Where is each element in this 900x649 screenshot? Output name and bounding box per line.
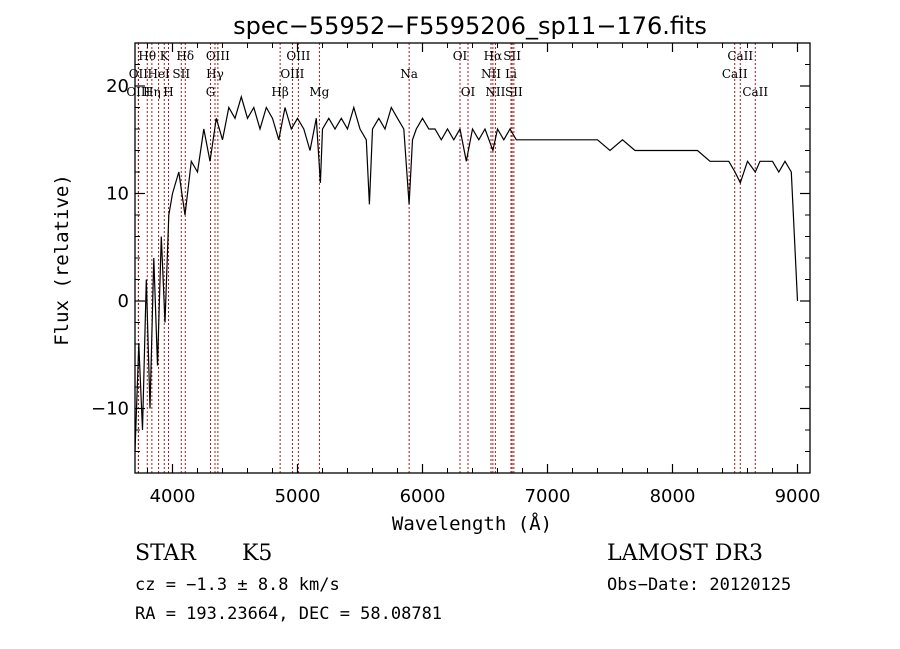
emission-line-label: Mg: [309, 85, 329, 99]
x-tick-label: 6000: [400, 486, 446, 507]
emission-line-label: NII: [485, 85, 505, 99]
emission-line-label: H: [163, 85, 173, 99]
emission-line-label: OI: [461, 85, 476, 99]
x-tick-label: 7000: [525, 486, 571, 507]
chart-title: spec−55952−F5595206_sp11−176.fits: [233, 12, 707, 40]
emission-line-label: NII: [481, 67, 501, 81]
y-tick-label: 0: [118, 291, 129, 312]
emission-line-label: Li: [505, 67, 517, 81]
emission-line-label: G: [206, 85, 216, 99]
emission-line-markers: [137, 43, 756, 473]
redshift-cz: cz = −1.3 ± 8.8 km/s: [135, 575, 340, 595]
spectrum-series-line: [134, 94, 799, 452]
y-tick-label: 10: [106, 184, 129, 205]
object-class: STAR: [135, 541, 197, 566]
emission-line-label: HeI: [147, 67, 170, 81]
emission-line-label: OIII: [280, 67, 304, 81]
emission-line-label: Na: [400, 67, 418, 81]
x-tick-label: 4000: [150, 486, 196, 507]
emission-line-label: CaII: [722, 67, 748, 81]
coordinates: RA = 193.23664, DEC = 58.08781: [135, 604, 442, 624]
emission-line-label: OII: [129, 67, 149, 81]
object-subclass: K5: [242, 541, 272, 566]
x-tick-label: 9000: [775, 486, 821, 507]
emission-line-label: SII: [503, 49, 521, 63]
y-axis-ticks: −10 0 10 20: [91, 64, 810, 452]
emission-line-label: Hη: [143, 85, 161, 99]
y-axis-label: Flux (relative): [51, 174, 73, 346]
x-tick-label: 8000: [650, 486, 696, 507]
emission-line-label: OIII: [286, 49, 310, 63]
emission-line-label: Hγ: [206, 67, 224, 81]
emission-line-label: OIII: [206, 49, 230, 63]
emission-line-label: Hα: [484, 49, 503, 63]
emission-line-label: OI: [453, 49, 468, 63]
emission-line-label: CaII: [727, 49, 753, 63]
emission-line-label: OIII: [126, 85, 150, 99]
emission-line-label: SII: [505, 85, 523, 99]
plot-frame: [134, 42, 811, 474]
x-tick-label: 5000: [275, 486, 321, 507]
x-axis-label: Wavelength (Å): [392, 512, 552, 535]
emission-line-label: SII: [172, 67, 190, 81]
emission-line-label: Hθ: [138, 49, 156, 63]
y-tick-label: 20: [106, 76, 129, 97]
x-axis-ticks: 4000 5000 6000 7000 8000 9000: [147, 43, 821, 507]
y-tick-label: −10: [91, 399, 129, 420]
survey-name: LAMOST DR3: [607, 541, 763, 566]
emission-line-label: Hδ: [176, 49, 194, 63]
observation-date: Obs−Date: 20120125: [607, 575, 791, 595]
emission-line-label: Hβ: [271, 85, 288, 99]
emission-line-label: K: [160, 49, 170, 63]
emission-line-label: CaII: [742, 85, 768, 99]
